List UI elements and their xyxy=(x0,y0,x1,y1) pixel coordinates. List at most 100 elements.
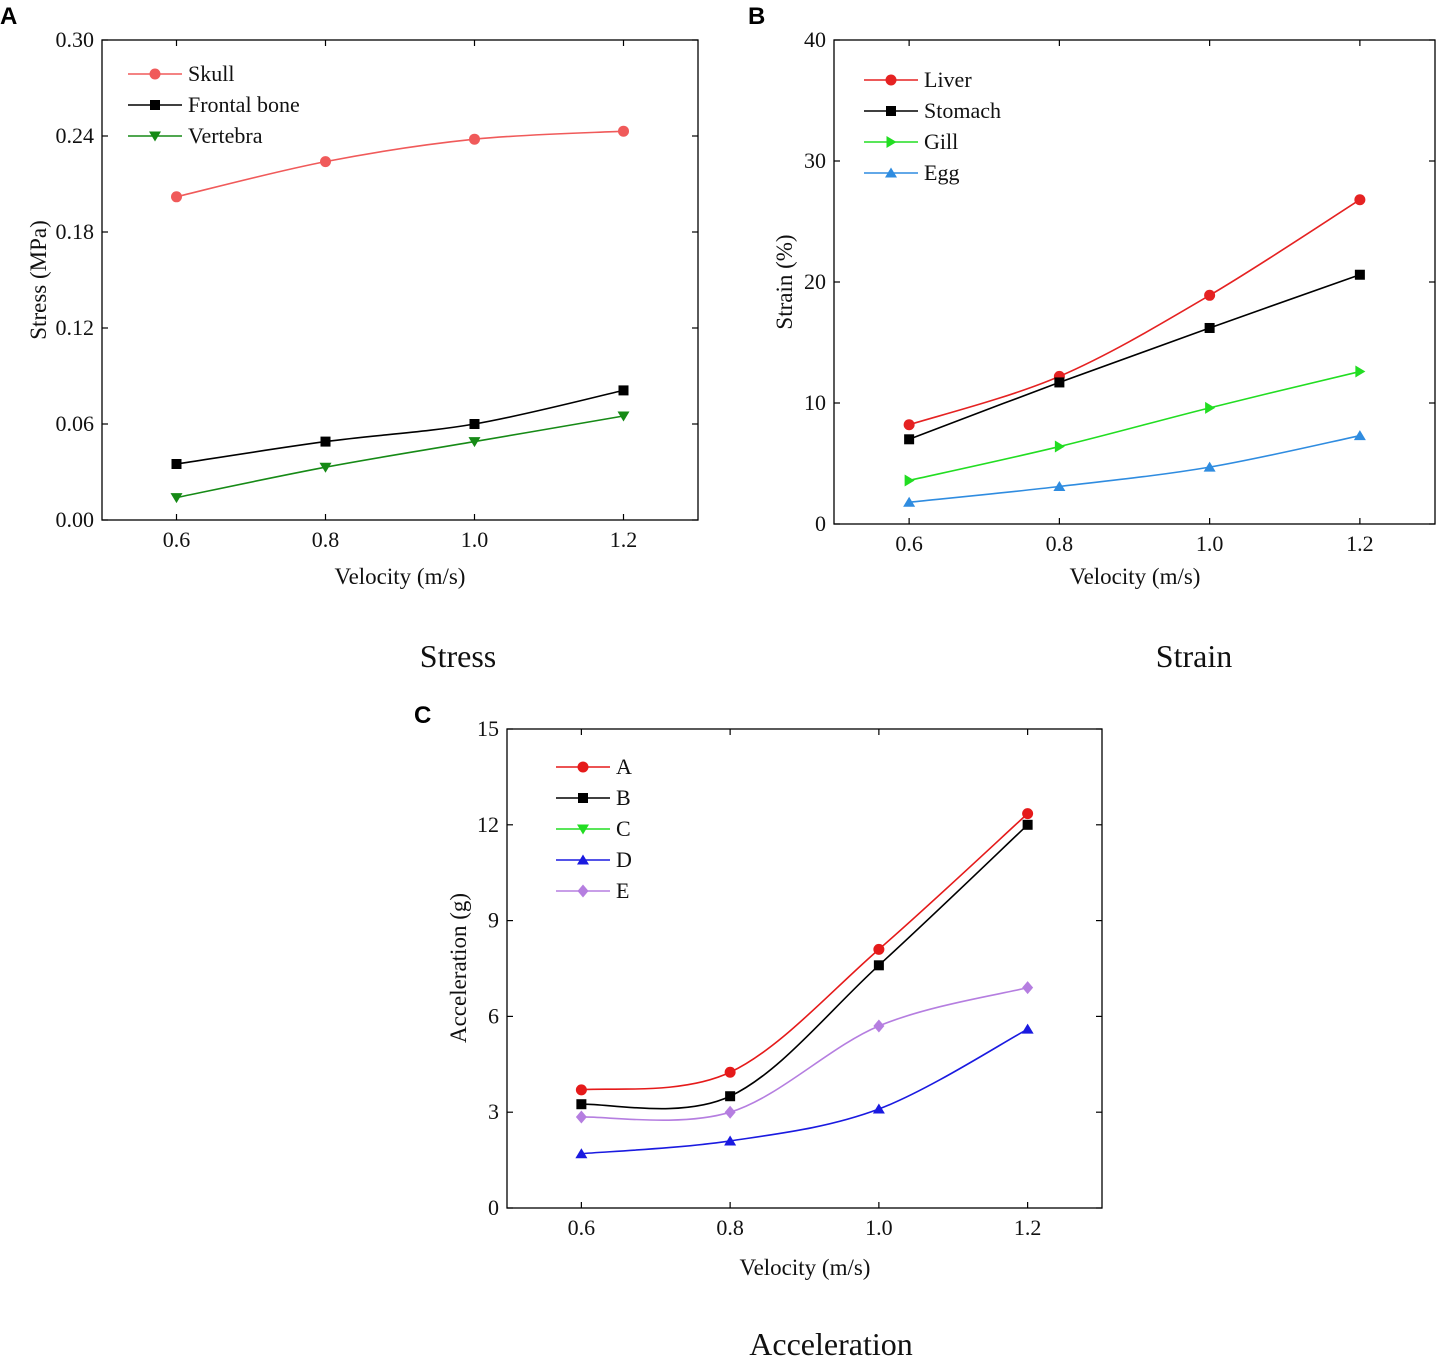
legend-marker xyxy=(577,884,589,898)
series-line-skull xyxy=(176,130,624,198)
data-point-e xyxy=(575,1110,587,1124)
data-point-frontal-bone xyxy=(320,436,331,447)
panel-strain: 0 10 20 30 40 0.6 0.8 1.0 1.2 Velocity (m/s) Strai… xyxy=(748,3,1436,674)
data-point-stomach xyxy=(904,434,915,445)
y-tick-label: 3 xyxy=(488,1099,499,1124)
legend-label: D xyxy=(616,847,632,872)
y-tick-label: 0.12 xyxy=(56,315,95,340)
series-line-gill xyxy=(908,370,1361,482)
data-point-frontal-bone xyxy=(469,419,480,429)
data-point-a xyxy=(724,1066,736,1078)
y-tick-label: 6 xyxy=(488,1003,499,1028)
data-point-stomach xyxy=(1354,269,1365,280)
y-tick-label: 40 xyxy=(804,27,826,52)
x-tick-label: 1.2 xyxy=(610,527,638,552)
x-tick-label: 1.0 xyxy=(1196,531,1224,556)
data-point-liver xyxy=(903,419,915,431)
series-line-e xyxy=(581,986,1028,1121)
y-tick-label: 12 xyxy=(477,812,499,837)
series-egg xyxy=(903,430,1366,507)
panel-caption: Acceleration xyxy=(749,1326,912,1358)
series-line-vertebra xyxy=(176,415,624,499)
series-line-a xyxy=(581,813,1029,1091)
data-point-d xyxy=(872,1103,885,1114)
y-axis-label: Strain (%) xyxy=(772,234,797,329)
legend-marker xyxy=(577,824,589,835)
series-line-d xyxy=(581,1028,1029,1155)
x-tick-label: 0.6 xyxy=(895,531,923,556)
legend-label: C xyxy=(616,816,631,841)
data-point-frontal-bone xyxy=(618,385,629,396)
panel-caption: Stress xyxy=(420,638,496,674)
data-point-gill xyxy=(1355,365,1366,378)
data-point-stomach xyxy=(1204,322,1215,333)
legend-label: Egg xyxy=(924,160,959,185)
x-tick-label: 0.6 xyxy=(568,1215,596,1240)
x-tick-label: 1.0 xyxy=(865,1215,893,1240)
data-point-gill xyxy=(1054,440,1065,453)
y-tick-label: 10 xyxy=(804,390,826,415)
data-point-egg xyxy=(903,496,916,507)
legend-marker xyxy=(150,100,160,110)
x-tick-label: 1.2 xyxy=(1014,1215,1042,1240)
x-axis-label: Velocity (m/s) xyxy=(740,1255,871,1280)
panel-stress: 0.00 0.06 0.12 0.18 0.24 0.30 0.6 0.8 1.0 1.2 Velo… xyxy=(0,3,699,674)
data-point-a xyxy=(575,1084,587,1096)
y-axis-label: Stress (MPa) xyxy=(26,220,51,339)
x-axis-label: Velocity (m/s) xyxy=(335,564,466,589)
series-d xyxy=(575,1023,1034,1159)
data-point-b xyxy=(725,1091,736,1102)
legend-marker xyxy=(885,74,897,86)
legend-marker xyxy=(885,167,897,178)
panel-letter: B xyxy=(748,3,765,30)
y-tick-label: 0.30 xyxy=(56,27,95,52)
plot-frame xyxy=(506,728,1103,1209)
legend-label: A xyxy=(616,754,632,779)
panel-letter: A xyxy=(0,3,17,30)
panel-caption: Strain xyxy=(1156,638,1232,674)
data-point-skull xyxy=(320,156,331,168)
data-point-d xyxy=(724,1135,737,1146)
series-line-liver xyxy=(908,199,1361,426)
x-axis-label: Velocity (m/s) xyxy=(1070,564,1201,589)
data-point-d xyxy=(1021,1023,1034,1034)
data-point-liver xyxy=(1354,194,1366,206)
series-liver xyxy=(903,194,1366,431)
data-point-gill xyxy=(1205,401,1216,414)
legend-label: Stomach xyxy=(924,98,1001,123)
y-tick-label: 0.06 xyxy=(56,411,95,436)
legend-marker xyxy=(149,68,161,80)
data-point-stomach xyxy=(1054,377,1065,388)
data-point-a xyxy=(873,943,885,955)
data-point-egg xyxy=(1203,461,1216,472)
data-point-skull xyxy=(469,133,480,145)
data-point-liver xyxy=(1204,289,1216,301)
data-point-d xyxy=(575,1148,588,1159)
legend-label: B xyxy=(616,785,631,810)
data-point-e xyxy=(724,1105,736,1119)
x-tick-label: 0.8 xyxy=(716,1215,744,1240)
data-point-vertebra xyxy=(617,411,630,422)
data-point-gill xyxy=(904,474,915,487)
x-tick-label: 0.6 xyxy=(163,527,191,552)
legend-marker xyxy=(886,106,896,116)
data-point-b xyxy=(576,1099,587,1110)
data-point-e xyxy=(873,1019,885,1033)
y-tick-label: 20 xyxy=(804,269,826,294)
series-line-b xyxy=(581,824,1029,1110)
y-axis-label: Acceleration (g) xyxy=(446,893,471,1043)
y-tick-label: 0.24 xyxy=(56,123,95,148)
data-point-egg xyxy=(1053,480,1066,491)
data-point-egg xyxy=(1353,430,1366,441)
x-tick-label: 0.8 xyxy=(312,527,340,552)
data-point-skull xyxy=(171,191,182,203)
y-tick-label: 15 xyxy=(477,716,499,741)
x-tick-label: 1.0 xyxy=(461,527,489,552)
series-a xyxy=(575,808,1034,1096)
series-stomach xyxy=(904,269,1365,445)
data-point-vertebra xyxy=(468,437,481,448)
data-point-b xyxy=(873,960,884,971)
legend-marker xyxy=(149,131,161,142)
data-point-vertebra xyxy=(319,462,332,473)
